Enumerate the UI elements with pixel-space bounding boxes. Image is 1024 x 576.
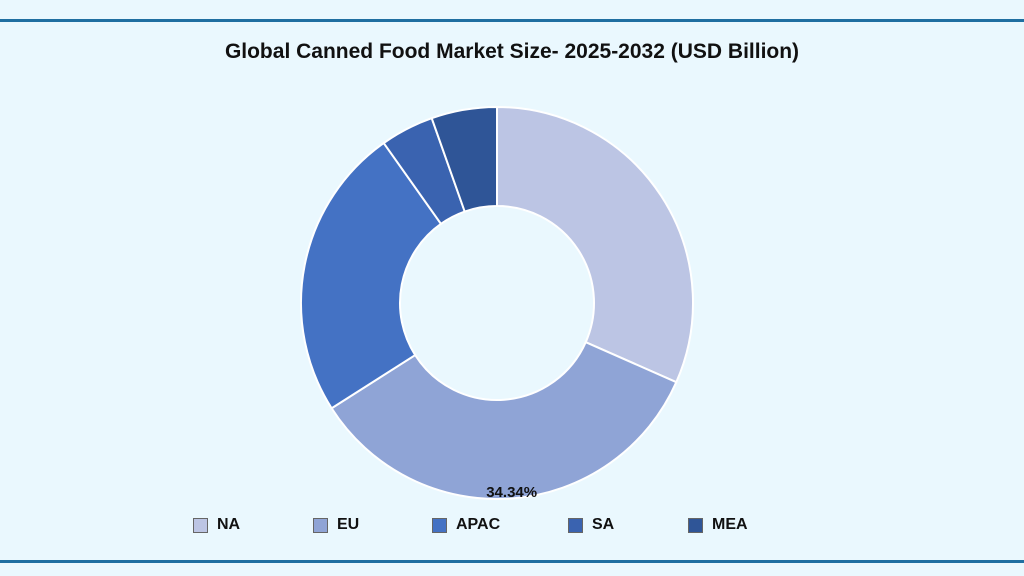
legend-item-eu: EU xyxy=(313,516,359,534)
bottom-rule xyxy=(0,560,1024,563)
legend-label: SA xyxy=(592,516,615,533)
legend-item-apac: APAC xyxy=(432,516,500,534)
slice-na xyxy=(496,105,694,384)
legend-item-sa: SA xyxy=(568,516,614,534)
legend-label: NA xyxy=(217,516,241,533)
legend-swatch xyxy=(688,517,703,533)
legend-swatch xyxy=(568,517,583,533)
top-rule xyxy=(0,19,1024,22)
slice-eu xyxy=(330,340,678,500)
chart-title: Global Canned Food Market Size- 2025-203… xyxy=(224,40,800,63)
legend-item-mea: MEA xyxy=(688,516,748,534)
legend-item-na: NA xyxy=(193,516,240,534)
slice-apac xyxy=(300,141,443,410)
slice-mea xyxy=(430,105,498,213)
legend-label: EU xyxy=(337,516,360,533)
legend-swatch xyxy=(432,517,447,533)
legend: NA EU APAC SA MEA xyxy=(0,516,1024,538)
legend-swatch xyxy=(313,517,328,533)
legend-label: APAC xyxy=(456,516,501,533)
legend-swatch xyxy=(193,517,208,533)
legend-label: MEA xyxy=(712,516,748,533)
data-label-eu: 34.34% xyxy=(486,484,537,501)
